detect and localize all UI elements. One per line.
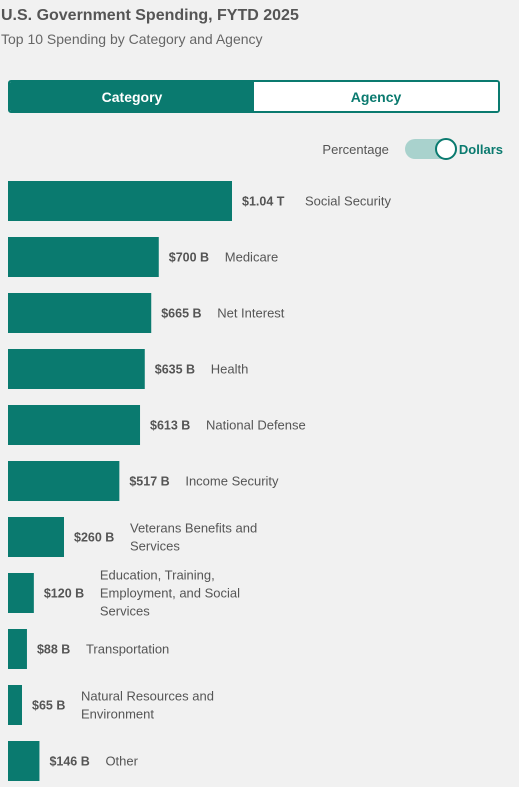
page-subtitle: Top 10 Spending by Category and Agency: [1, 31, 263, 47]
value-label-1: $700 B: [169, 251, 209, 265]
bar-5[interactable]: [8, 461, 120, 501]
toggle-knob[interactable]: [434, 138, 457, 160]
bar-0[interactable]: [8, 181, 232, 221]
category-label-10: Other: [105, 754, 138, 769]
bar-1[interactable]: [8, 237, 159, 277]
units-toggle: Percentage Dollars: [322, 138, 503, 160]
category-label-3: Health: [211, 362, 249, 377]
value-label-6: $260 B: [74, 531, 114, 545]
value-label-10: $146 B: [49, 755, 89, 769]
category-label-9: Natural Resources and Environment: [81, 689, 214, 722]
value-label-9: $65 B: [32, 699, 65, 713]
bar-3[interactable]: [8, 349, 145, 389]
value-label-3: $635 B: [155, 363, 195, 377]
bar-9[interactable]: [8, 685, 22, 725]
category-label-6: Veterans Benefits and Services: [130, 521, 257, 554]
units-toggle-switch[interactable]: [404, 138, 457, 160]
category-label-8: Transportation: [86, 642, 169, 657]
category-label-0: Social Security: [305, 194, 391, 209]
bar-6[interactable]: [8, 517, 64, 557]
bar-2[interactable]: [8, 293, 152, 333]
category-label-1: Medicare: [225, 250, 278, 265]
tab-category[interactable]: Category: [10, 82, 254, 111]
tab-agency[interactable]: Agency: [254, 82, 498, 111]
view-tabs: Category Agency: [8, 80, 500, 113]
value-label-0: $1.04 T: [242, 195, 285, 209]
category-label-7: Education, Training, Employment, and Soci…: [100, 568, 240, 619]
percentage-label[interactable]: Percentage: [322, 141, 389, 157]
category-label-5: Income Security: [185, 474, 279, 489]
bar-10[interactable]: [8, 741, 40, 781]
dollars-label[interactable]: Dollars: [458, 141, 503, 157]
bar-8[interactable]: [8, 629, 27, 669]
value-label-8: $88 B: [37, 643, 70, 657]
value-label-7: $120 B: [44, 587, 84, 601]
page-title: U.S. Government Spending, FYTD 2025: [1, 7, 299, 24]
bar-4[interactable]: [8, 405, 141, 445]
value-label-2: $665 B: [161, 307, 201, 321]
category-label-4: National Defense: [206, 418, 306, 433]
value-label-4: $613 B: [150, 419, 190, 433]
value-label-5: $517 B: [129, 475, 169, 489]
bar-7[interactable]: [8, 573, 34, 613]
category-label-2: Net Interest: [217, 306, 285, 321]
